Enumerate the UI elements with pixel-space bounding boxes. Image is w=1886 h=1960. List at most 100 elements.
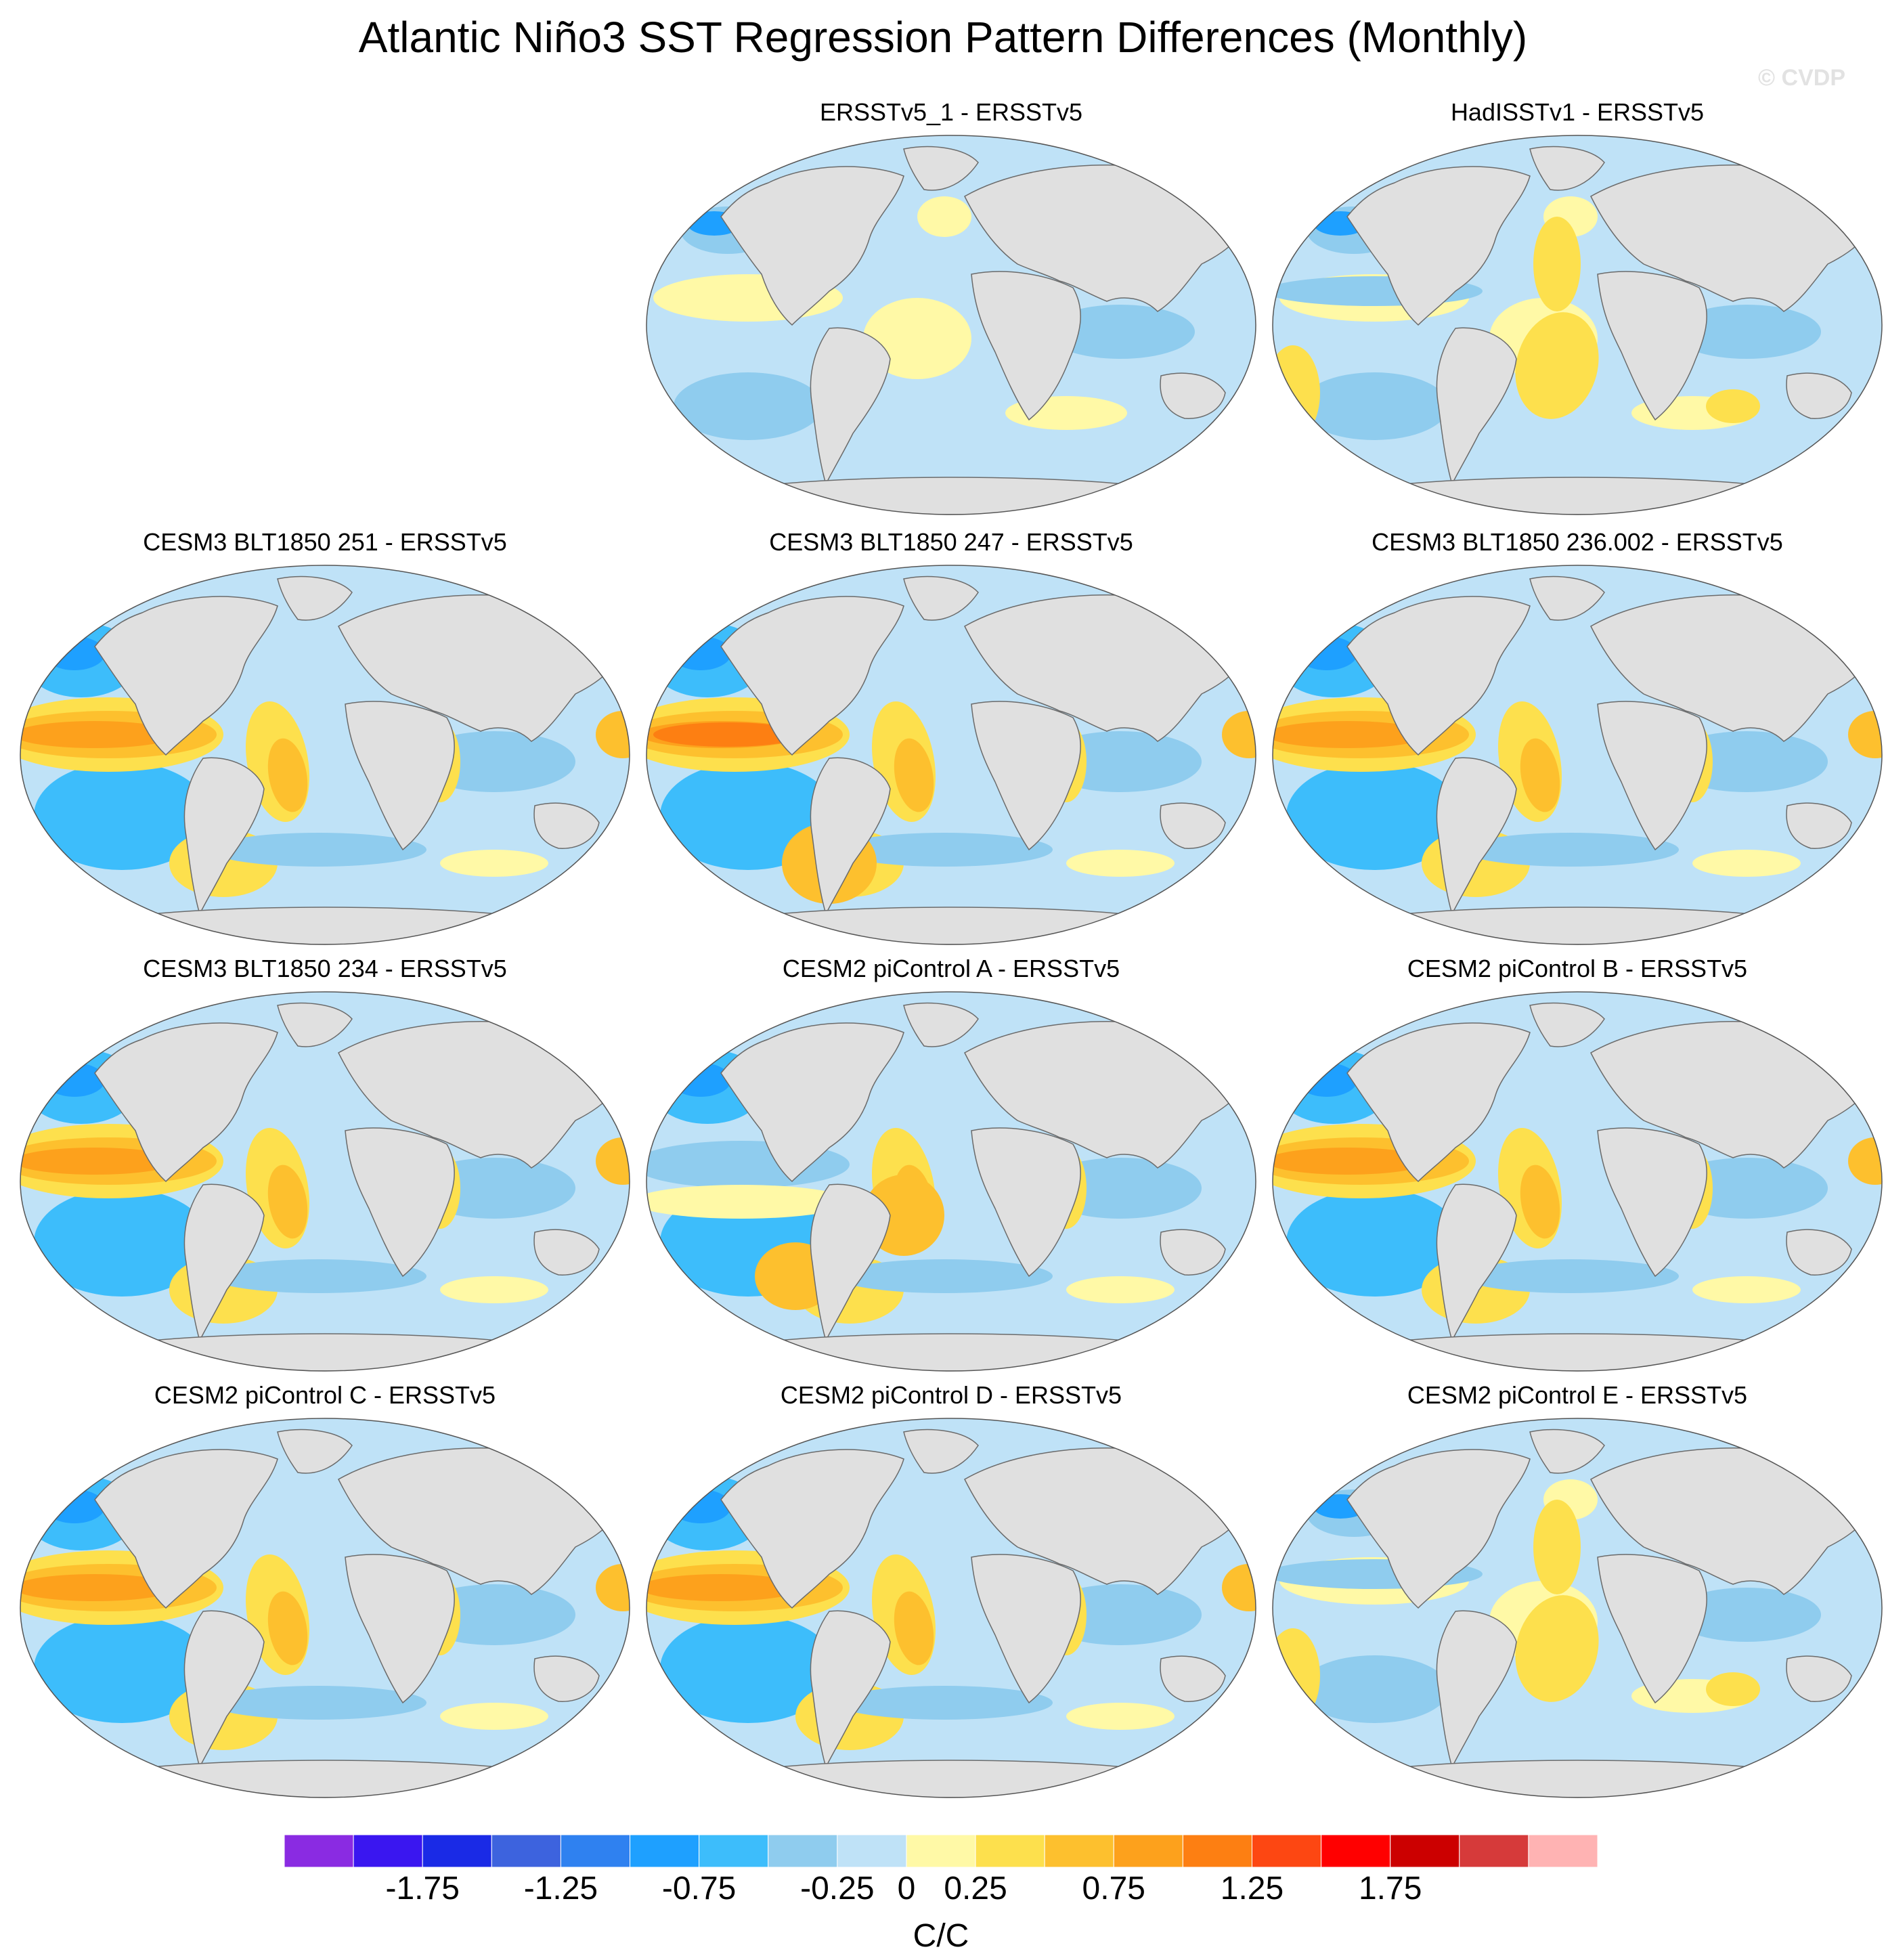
- land-antarctica: [741, 907, 1162, 944]
- anomaly-region: [894, 738, 934, 812]
- anomaly-region: [1533, 217, 1581, 311]
- land-antarctica: [741, 1333, 1162, 1371]
- land-south-america: [810, 757, 891, 916]
- land-antarctica: [1367, 477, 1788, 515]
- anomaly-region: [1692, 1276, 1801, 1303]
- land-south-america: [1436, 1183, 1517, 1343]
- land-africa: [971, 1554, 1081, 1704]
- anomaly-region: [440, 1276, 548, 1303]
- panel-title: HadISSTv1 - ERSSTv5: [1450, 98, 1705, 126]
- colorbar-swatch: [1182, 1835, 1252, 1867]
- colorbar-tick-label: -1.75: [385, 1871, 460, 1907]
- anomaly-region: [34, 762, 210, 870]
- panel-title: CESM2 piControl A - ERSSTv5: [782, 955, 1120, 982]
- robinson-map: [20, 991, 630, 1372]
- anomaly-region: [1066, 850, 1175, 877]
- land-africa: [1597, 1127, 1707, 1278]
- anomaly-region: [267, 738, 308, 812]
- map-panel-hadisstv1: HadISSTv1 - ERSSTv5: [1266, 98, 1886, 518]
- robinson-map: [1272, 991, 1883, 1372]
- map-panel-cesm2-c: CESM2 piControl C - ERSSTv5: [14, 1381, 636, 1801]
- anomaly-region: [20, 1148, 176, 1175]
- anomaly-region: [836, 833, 1053, 867]
- anomaly-region: [1848, 711, 1882, 758]
- colorbar: [284, 1835, 1598, 1867]
- colorbar-swatch: [560, 1835, 631, 1867]
- anomaly-region: [836, 1259, 1053, 1293]
- map-border: [20, 991, 630, 1372]
- colorbar-swatch: [284, 1835, 354, 1867]
- anomaly-region: [1848, 1137, 1882, 1185]
- land-north-america: [720, 166, 904, 326]
- land-south-america: [183, 1610, 265, 1769]
- land-australia: [533, 1229, 600, 1276]
- anomaly-region: [1273, 721, 1428, 748]
- land-south-america: [1436, 757, 1517, 916]
- map-panel-cesm3-251: CESM3 BLT1850 251 - ERSSTv5: [14, 528, 636, 948]
- map-panel-cesm3-236: CESM3 BLT1850 236.002 - ERSSTv5: [1266, 528, 1886, 948]
- land-australia: [1786, 372, 1852, 419]
- anomaly-region: [596, 1564, 630, 1611]
- anomaly-region: [1296, 1063, 1357, 1097]
- colorbar-tick-label: 0: [897, 1871, 916, 1907]
- anomaly-region: [267, 1591, 308, 1665]
- land-antarctica: [1367, 907, 1788, 944]
- anomaly-region: [1692, 850, 1801, 877]
- anomaly-region: [1066, 1703, 1175, 1730]
- colorbar-swatch: [975, 1835, 1045, 1867]
- map-border: [20, 1418, 630, 1798]
- anomaly-region: [440, 850, 548, 877]
- land-greenland: [903, 146, 979, 191]
- anomaly-region: [674, 372, 823, 440]
- anomaly-region: [596, 1137, 630, 1185]
- map-panel-cesm2-a: CESM2 piControl A - ERSSTv5: [640, 955, 1263, 1374]
- land-australia: [1160, 372, 1226, 419]
- anomaly-region: [1222, 1564, 1256, 1611]
- land-north-america: [1346, 596, 1531, 756]
- panel-title: CESM3 BLT1850 234 - ERSSTv5: [143, 955, 507, 982]
- land-south-america: [183, 1183, 265, 1343]
- figure-title: Atlantic Niño3 SST Regression Pattern Di…: [358, 13, 1528, 62]
- anomaly-region: [1286, 1188, 1462, 1297]
- land-africa: [971, 1127, 1081, 1278]
- colorbar-swatch: [353, 1835, 423, 1867]
- anomaly-region: [1273, 1148, 1428, 1175]
- anomaly-region: [1706, 389, 1760, 423]
- land-australia: [1160, 802, 1226, 849]
- map-border: [1272, 565, 1883, 945]
- anomaly-region: [34, 1188, 210, 1297]
- land-south-america: [810, 1183, 891, 1343]
- land-antarctica: [1367, 1760, 1788, 1798]
- land-africa: [1597, 701, 1707, 851]
- anomaly-region: [20, 721, 176, 748]
- colorbar-swatch: [906, 1835, 976, 1867]
- anomaly-region: [1520, 738, 1560, 812]
- map-panel-cesm2-b: CESM2 piControl B - ERSSTv5: [1266, 955, 1886, 1374]
- anomaly-region: [1046, 305, 1195, 359]
- map-border: [646, 565, 1256, 945]
- anomaly-region: [653, 722, 802, 747]
- panel-title: CESM2 piControl B - ERSSTv5: [1407, 955, 1748, 982]
- anomaly-region: [210, 1686, 426, 1720]
- land-australia: [1786, 1229, 1852, 1276]
- land-australia: [1160, 1229, 1226, 1276]
- anomaly-region: [894, 1591, 934, 1665]
- colorbar-tick-label: 0.25: [944, 1871, 1007, 1907]
- colorbar-swatch: [491, 1835, 561, 1867]
- land-north-america: [94, 1449, 278, 1609]
- panel-title: CESM3 BLT1850 247 - ERSSTv5: [769, 528, 1133, 556]
- anomaly-region: [44, 636, 105, 670]
- panel-title: CESM2 piControl E - ERSSTv5: [1407, 1381, 1748, 1409]
- colorbar-tick-label: -0.75: [661, 1871, 737, 1907]
- land-africa: [345, 1554, 455, 1704]
- land-greenland: [277, 575, 353, 621]
- anomaly-region: [210, 833, 426, 867]
- robinson-map: [1272, 565, 1883, 945]
- colorbar-swatch: [1390, 1835, 1460, 1867]
- land-north-america: [720, 1022, 904, 1183]
- anomaly-region: [210, 1259, 426, 1293]
- colorbar-units: C/C: [913, 1918, 969, 1954]
- anomaly-region: [1706, 1672, 1760, 1706]
- anomaly-region: [917, 196, 971, 237]
- land-north-america: [720, 1449, 904, 1609]
